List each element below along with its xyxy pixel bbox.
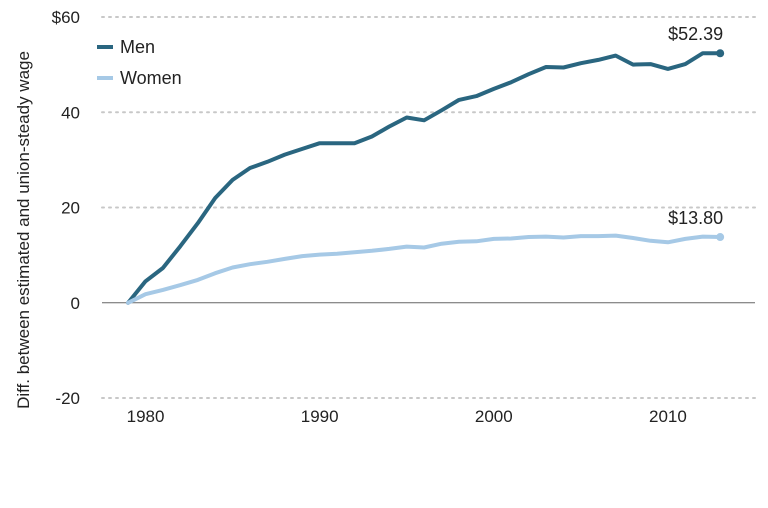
end-label-women: $13.80 [668,208,723,228]
legend-label-women: Women [120,68,182,88]
y-tick-label: $60 [52,8,80,27]
x-tick-label: 1990 [301,407,339,426]
end-point-men [716,49,725,58]
legend-label-men: Men [120,37,155,57]
x-tick-label: 2010 [649,407,687,426]
x-axis-ticks: 1980 1990 2000 2010 [127,407,687,426]
y-tick-label: -20 [55,389,80,408]
y-tick-label: 20 [61,199,80,218]
legend: Men Women [97,37,182,88]
y-tick-label: 40 [61,103,80,122]
grid-lines [101,16,756,399]
x-tick-label: 1980 [127,407,165,426]
series-line-men [126,51,723,305]
x-tick-label: 2000 [475,407,513,426]
end-point-women [716,233,725,242]
y-tick-label: 0 [71,294,80,313]
y-axis-label: Diff. between estimated and union-steady… [14,51,33,409]
series-line-women [126,233,723,305]
series-layer [126,49,725,305]
end-label-men: $52.39 [668,24,723,44]
y-axis-ticks: $60 40 20 0 -20 [52,8,80,408]
